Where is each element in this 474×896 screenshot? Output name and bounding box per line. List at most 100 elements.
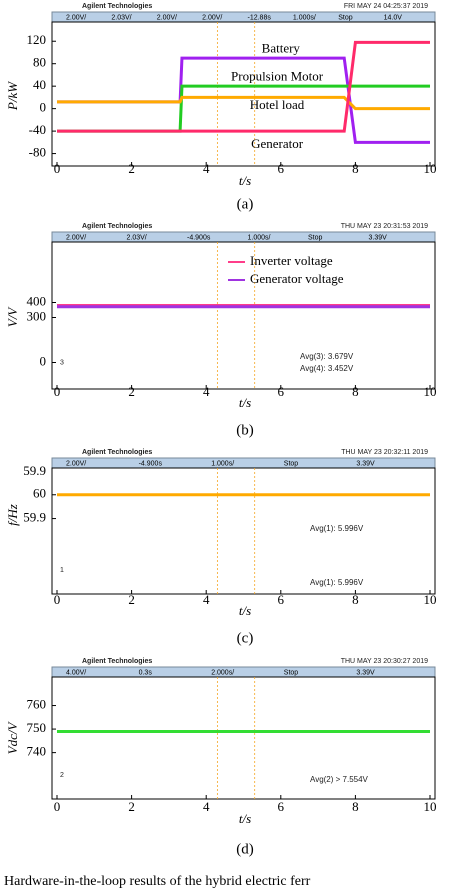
x-tick-label: 0 [54, 161, 61, 176]
x-tick-label: 6 [278, 799, 285, 814]
x-axis-label: t/s [239, 811, 251, 826]
x-tick-label: 4 [203, 799, 210, 814]
readout: 2.00V/ [66, 14, 86, 21]
y-tick-label: -40 [29, 122, 46, 137]
y-tick-label: 750 [27, 720, 47, 735]
y-tick-label: 740 [27, 744, 47, 759]
x-axis-label: t/s [239, 603, 251, 618]
x-tick-label: 8 [352, 592, 359, 607]
annotation: Avg(3): 3.679V [300, 352, 354, 361]
panel-label: (b) [236, 422, 254, 438]
channel-marker: 2 [60, 772, 64, 779]
plot-area [51, 241, 436, 390]
y-axis-label: Vdc/V [5, 721, 20, 755]
readout: Stop [308, 234, 323, 241]
readout: 1.000s/ [248, 234, 271, 241]
brand: Agilent Technologies [82, 658, 152, 665]
x-tick-label: 2 [128, 161, 135, 176]
y-axis-label: P/kW [5, 81, 20, 111]
y-tick-label: 59.9 [23, 510, 46, 525]
series-label: Hotel load [250, 97, 305, 112]
y-tick-label: 0 [40, 353, 47, 368]
x-tick-label: 2 [128, 799, 135, 814]
y-tick-label: 59.9 [23, 463, 46, 478]
timestamp: THU MAY 23 20:30:27 2019 [341, 658, 428, 665]
x-tick-label: 6 [278, 384, 285, 399]
brand: Agilent Technologies [82, 449, 152, 456]
x-tick-label: 8 [352, 161, 359, 176]
caption: Hardware-in-the-loop results of the hybr… [4, 874, 311, 889]
brand: Agilent Technologies [82, 223, 152, 230]
series-label: Propulsion Motor [231, 69, 324, 84]
x-tick-label: 6 [278, 161, 285, 176]
x-tick-label: 4 [203, 592, 210, 607]
readout: 1.000s/ [293, 14, 316, 21]
readout: 4.00V/ [66, 669, 86, 676]
x-tick-label: 0 [54, 592, 61, 607]
plot-area [51, 467, 436, 595]
readout: 3.39V [356, 460, 375, 467]
readout: 3.39V [356, 669, 375, 676]
panel-label: (d) [236, 841, 254, 857]
x-tick-label: 8 [352, 799, 359, 814]
series-line [57, 40, 430, 133]
readout: Stop [284, 669, 299, 676]
x-tick-label: 6 [278, 592, 285, 607]
readout-bar [51, 666, 436, 678]
series-label: Battery [262, 41, 301, 56]
channel-marker: 1 [60, 567, 64, 574]
y-tick-label: 300 [27, 308, 47, 323]
readout: 2.00V/ [157, 14, 177, 21]
readout-bar [51, 11, 436, 23]
x-tick-label: 2 [128, 384, 135, 399]
x-tick-label: 2 [128, 592, 135, 607]
x-axis-label: t/s [239, 395, 251, 410]
series-label: Generator [251, 136, 304, 151]
x-tick-label: 0 [54, 799, 61, 814]
x-tick-label: 4 [203, 161, 210, 176]
legend-label: Generator voltage [250, 271, 344, 286]
readout: -4.900s [139, 460, 163, 467]
x-tick-label: 10 [424, 161, 437, 176]
y-tick-label: 400 [27, 293, 47, 308]
x-tick-label: 0 [54, 384, 61, 399]
channel-marker: 3 [60, 359, 64, 366]
y-tick-label: 0 [40, 100, 47, 115]
timestamp: FRI MAY 24 04:25:37 2019 [344, 3, 428, 10]
y-tick-label: 120 [27, 32, 47, 47]
y-tick-label: 60 [33, 486, 46, 501]
readout: Stop [338, 14, 353, 21]
readout-bar [51, 457, 436, 469]
readout: 2.00V/ [66, 460, 86, 467]
readout: 1.000s/ [211, 460, 234, 467]
readout: -4.900s [187, 234, 211, 241]
readout: 2.00V/ [66, 234, 86, 241]
brand: Agilent Technologies [82, 3, 152, 10]
x-axis-label: t/s [239, 173, 251, 188]
annotation: Avg(1): 5.996V [310, 524, 364, 533]
y-axis-label: V/V [5, 306, 20, 328]
y-axis-label: f/Hz [5, 504, 20, 526]
y-tick-label: 760 [27, 697, 47, 712]
readout: 2.000s/ [211, 669, 234, 676]
readout: 3.39V [369, 234, 388, 241]
x-tick-label: 4 [203, 384, 210, 399]
readout: 2.03V/ [127, 234, 147, 241]
readout: 0.3s [139, 669, 153, 676]
readout: 14.0V [384, 14, 403, 21]
y-tick-label: 80 [33, 55, 46, 70]
annotation: Avg(4): 3.452V [300, 364, 354, 373]
series-line [57, 95, 430, 111]
timestamp: THU MAY 23 20:31:53 2019 [341, 223, 428, 230]
annotation: Avg(2) > 7.554V [310, 775, 369, 784]
readout: 2.00V/ [202, 14, 222, 21]
panel-label: (c) [237, 630, 254, 646]
x-tick-label: 8 [352, 384, 359, 399]
x-tick-label: 10 [424, 799, 437, 814]
readout: Stop [284, 460, 299, 467]
readout: 2.03V/ [111, 14, 131, 21]
y-tick-label: -80 [29, 145, 46, 160]
timestamp: THU MAY 23 20:32:11 2019 [341, 449, 428, 456]
x-tick-label: 10 [424, 384, 437, 399]
